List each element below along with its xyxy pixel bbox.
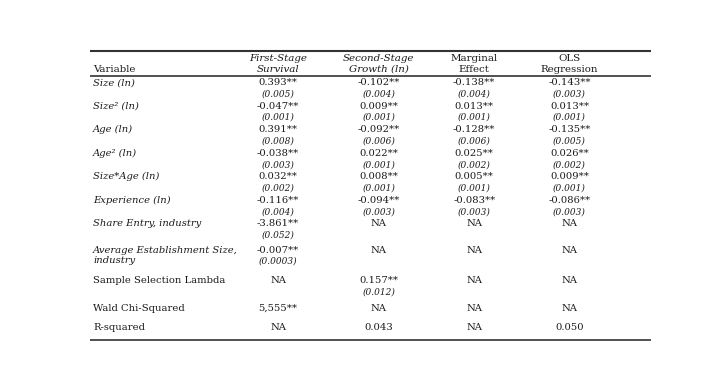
Text: (0.006): (0.006) <box>362 137 395 146</box>
Text: (0.002): (0.002) <box>262 183 294 193</box>
Text: (0.005): (0.005) <box>553 137 586 146</box>
Text: (0.002): (0.002) <box>553 160 586 169</box>
Text: 0.008**: 0.008** <box>359 172 398 181</box>
Text: Regression: Regression <box>541 65 598 74</box>
Text: Age² (ln): Age² (ln) <box>93 149 137 158</box>
Text: 0.013**: 0.013** <box>455 102 494 111</box>
Text: (0.006): (0.006) <box>458 137 491 146</box>
Text: 0.022**: 0.022** <box>359 149 398 158</box>
Text: 0.391**: 0.391** <box>259 125 298 134</box>
Text: -0.083**: -0.083** <box>453 196 495 205</box>
Text: NA: NA <box>466 304 482 313</box>
Text: -0.038**: -0.038** <box>257 149 299 158</box>
Text: NA: NA <box>562 219 578 228</box>
Text: Age (ln): Age (ln) <box>93 125 133 134</box>
Text: 0.032**: 0.032** <box>259 172 298 181</box>
Text: NA: NA <box>466 245 482 255</box>
Text: NA: NA <box>371 304 387 313</box>
Text: (0.003): (0.003) <box>553 89 586 99</box>
Text: Variable: Variable <box>93 65 135 74</box>
Text: Survival: Survival <box>257 65 299 74</box>
Text: (0.002): (0.002) <box>458 160 491 169</box>
Text: NA: NA <box>466 323 482 332</box>
Text: -0.128**: -0.128** <box>453 125 495 134</box>
Text: (0.004): (0.004) <box>262 207 294 216</box>
Text: (0.003): (0.003) <box>262 160 294 169</box>
Text: -0.086**: -0.086** <box>548 196 591 205</box>
Text: 0.009**: 0.009** <box>550 172 589 181</box>
Text: Effect: Effect <box>459 65 489 74</box>
Text: -0.143**: -0.143** <box>548 78 591 87</box>
Text: Size (ln): Size (ln) <box>93 78 135 87</box>
Text: (0.001): (0.001) <box>262 113 294 122</box>
Text: -0.007**: -0.007** <box>257 245 299 255</box>
Text: NA: NA <box>562 245 578 255</box>
Text: (0.001): (0.001) <box>553 113 586 122</box>
Text: 0.157**: 0.157** <box>359 276 398 285</box>
Text: (0.001): (0.001) <box>362 160 395 169</box>
Text: Size² (ln): Size² (ln) <box>93 102 139 111</box>
Text: -0.116**: -0.116** <box>257 196 299 205</box>
Text: Wald Chi-Squared: Wald Chi-Squared <box>93 304 185 313</box>
Text: (0.003): (0.003) <box>458 207 491 216</box>
Text: (0.012): (0.012) <box>362 287 395 296</box>
Text: NA: NA <box>270 276 286 285</box>
Text: NA: NA <box>562 276 578 285</box>
Text: Size*Age (ln): Size*Age (ln) <box>93 172 160 182</box>
Text: (0.003): (0.003) <box>362 207 395 216</box>
Text: R-squared: R-squared <box>93 323 145 332</box>
Text: Growth (ln): Growth (ln) <box>349 65 409 74</box>
Text: OLS: OLS <box>558 54 581 63</box>
Text: (0.001): (0.001) <box>553 183 586 193</box>
Text: NA: NA <box>371 219 387 228</box>
Text: -0.047**: -0.047** <box>257 102 299 111</box>
Text: -0.138**: -0.138** <box>453 78 495 87</box>
Text: (0.001): (0.001) <box>362 113 395 122</box>
Text: Marginal: Marginal <box>450 54 497 63</box>
Text: NA: NA <box>466 219 482 228</box>
Text: Second-Stage: Second-Stage <box>343 54 415 63</box>
Text: -0.102**: -0.102** <box>358 78 400 87</box>
Text: 0.005**: 0.005** <box>455 172 494 181</box>
Text: (0.001): (0.001) <box>458 183 491 193</box>
Text: NA: NA <box>466 276 482 285</box>
Text: (0.005): (0.005) <box>262 89 294 99</box>
Text: -0.094**: -0.094** <box>358 196 400 205</box>
Text: 0.043: 0.043 <box>364 323 393 332</box>
Text: (0.001): (0.001) <box>362 183 395 193</box>
Text: (0.001): (0.001) <box>458 113 491 122</box>
Text: (0.0003): (0.0003) <box>259 257 297 266</box>
Text: 0.026**: 0.026** <box>550 149 589 158</box>
Text: First-Stage: First-Stage <box>249 54 307 63</box>
Text: Average Establishment Size,
industry: Average Establishment Size, industry <box>93 245 238 265</box>
Text: NA: NA <box>371 245 387 255</box>
Text: 5,555**: 5,555** <box>259 304 298 313</box>
Text: -0.092**: -0.092** <box>358 125 400 134</box>
Text: Experience (ln): Experience (ln) <box>93 196 171 205</box>
Text: -0.135**: -0.135** <box>548 125 591 134</box>
Text: (0.052): (0.052) <box>262 231 294 240</box>
Text: 0.013**: 0.013** <box>550 102 589 111</box>
Text: 0.393**: 0.393** <box>259 78 298 87</box>
Text: NA: NA <box>562 304 578 313</box>
Text: 0.009**: 0.009** <box>359 102 398 111</box>
Text: (0.003): (0.003) <box>553 207 586 216</box>
Text: Share Entry, industry: Share Entry, industry <box>93 219 202 228</box>
Text: 0.025**: 0.025** <box>455 149 494 158</box>
Text: -3.861**: -3.861** <box>257 219 299 228</box>
Text: (0.008): (0.008) <box>262 137 294 146</box>
Text: 0.050: 0.050 <box>555 323 583 332</box>
Text: Sample Selection Lambda: Sample Selection Lambda <box>93 276 226 285</box>
Text: NA: NA <box>270 323 286 332</box>
Text: (0.004): (0.004) <box>362 89 395 99</box>
Text: (0.004): (0.004) <box>458 89 491 99</box>
